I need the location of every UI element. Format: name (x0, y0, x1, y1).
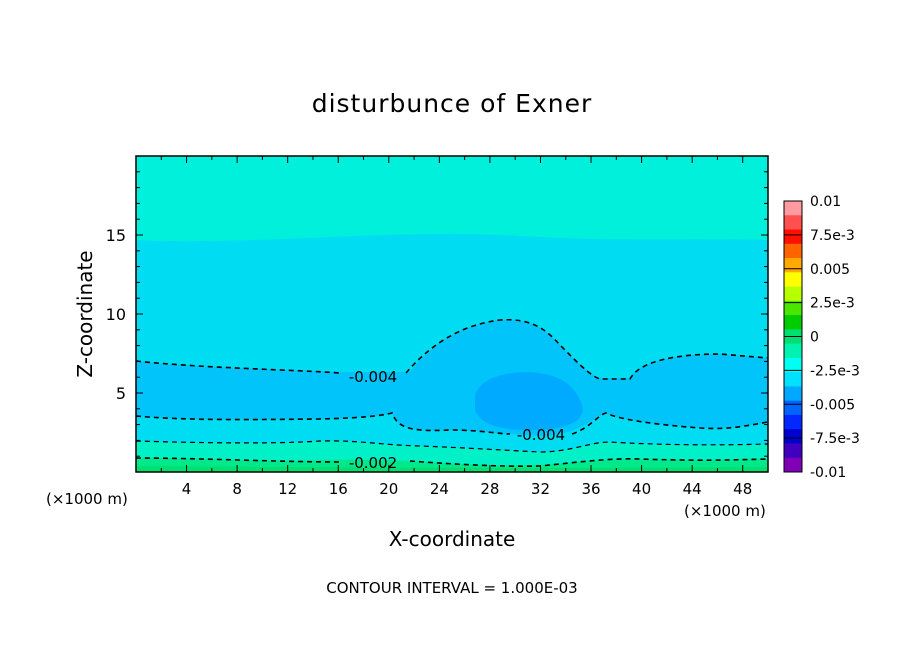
colorbar-label: -0.005 (810, 397, 855, 413)
x-tick-label: 24 (430, 480, 449, 498)
colorbar-label: 7.5e-3 (810, 228, 855, 244)
colorbar-label: 2.5e-3 (810, 296, 855, 312)
colorbar-swatch (784, 315, 802, 330)
x-tick-label: 4 (182, 480, 192, 498)
contour-fill (136, 156, 768, 472)
colorbar-swatch (784, 229, 802, 245)
colorbar-label: -7.5e-3 (810, 431, 860, 447)
y-tick-labels: 5 10 15 (106, 226, 126, 403)
x-tick-label: 48 (733, 480, 752, 498)
colorbar-labels: 0.01 7.5e-3 0.005 2.5e-3 0 -2.5e-3 -0.005 -7.5e… (810, 194, 860, 481)
colorbar-swatch (784, 357, 802, 373)
colorbar-swatch (784, 400, 802, 416)
x-tick-label: 16 (329, 480, 348, 498)
colorbar-label: 0.005 (810, 262, 850, 278)
colorbar-swatch (784, 258, 802, 273)
contour-interval-footer: CONTOUR INTERVAL = 1.000E-03 (326, 579, 577, 597)
colorbar-swatch (784, 243, 802, 259)
y-axis-label: Z-coordinate (73, 250, 97, 377)
contour-label-3: -0.002 (349, 454, 397, 472)
contour-line-bottom-right (409, 458, 768, 467)
colorbar-swatch (784, 386, 802, 402)
colorbar-swatch (784, 272, 802, 288)
contour-line-mid-left (136, 412, 511, 435)
colorbar-swatch (784, 429, 802, 444)
x-axis-label: X-coordinate (389, 527, 516, 551)
contour-label-2: -0.004 (517, 426, 565, 444)
x-tick-label: 12 (278, 480, 297, 498)
colorbar-swatch (784, 343, 802, 359)
contour-line-bottom-left (136, 457, 341, 463)
colorbar-label: -0.01 (810, 465, 846, 481)
colorbar-label: 0 (810, 330, 819, 346)
contour-line-low (136, 440, 768, 453)
x-tick-label: 36 (581, 480, 600, 498)
axis-ticks (136, 156, 768, 472)
contour-line-mid-right (571, 412, 768, 435)
colorbar-swatch (784, 372, 802, 387)
colorbar-swatch (784, 414, 802, 430)
colorbar-swatch (784, 215, 802, 231)
contour-lines (136, 318, 768, 467)
x-tick-label: 8 (232, 480, 242, 498)
colorbar-label: -2.5e-3 (810, 363, 860, 379)
band-minus-0.005 (475, 372, 583, 431)
y-tick-label: 15 (106, 226, 126, 245)
x-tick-label: 32 (531, 480, 550, 498)
colorbar-swatch (784, 457, 802, 473)
band-zero (136, 466, 768, 472)
colorbar-swatch (784, 300, 802, 316)
colorbar-swatch (784, 201, 802, 216)
x-tick-label: 20 (379, 480, 398, 498)
x-tick-label: 44 (683, 480, 702, 498)
colorbar (783, 200, 803, 473)
x-unit-right: (×1000 m) (684, 502, 766, 520)
x-unit-left: (×1000 m) (46, 490, 128, 508)
colorbar-swatch (784, 286, 802, 302)
x-tick-label: 40 (632, 480, 651, 498)
x-tick-label: 28 (480, 480, 499, 498)
colorbar-swatch (784, 443, 802, 459)
contour-line-upper (136, 360, 341, 374)
colorbar-label: 0.01 (810, 194, 841, 210)
y-tick-label: 10 (106, 305, 126, 324)
chart-title: disturbunce of Exner (312, 89, 593, 118)
y-tick-label: 5 (116, 384, 126, 403)
contour-label-1: -0.004 (349, 368, 397, 386)
x-tick-labels: 4 8 12 16 20 24 28 32 36 40 44 48 (182, 480, 752, 498)
